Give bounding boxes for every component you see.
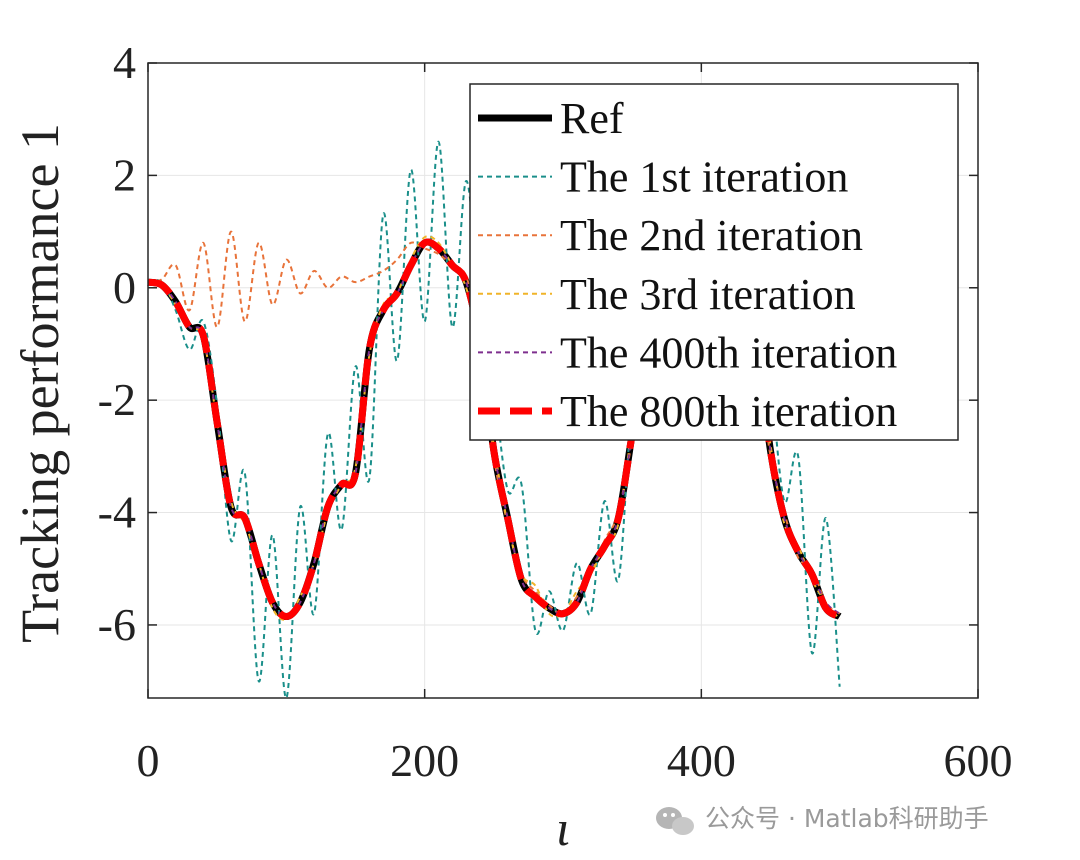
- series-line-the-800th-iteration: [147, 238, 842, 621]
- legend-box: [469, 83, 959, 441]
- legend: Ref The 1st iteration The 2nd iteration The…: [469, 83, 959, 441]
- x-tick-label: 400: [667, 735, 736, 786]
- y-tick-label: 2: [113, 149, 136, 200]
- y-tick-label: 0: [113, 262, 136, 313]
- x-axis-label: ι: [556, 800, 570, 856]
- y-tick-label: -6: [98, 599, 136, 650]
- watermark-text: 公众号 · Matlab科研助手: [705, 804, 989, 833]
- watermark: 公众号 · Matlab科研助手: [656, 804, 989, 835]
- y-axis-ticks: 4 2 0 -2 -4 -6: [98, 37, 978, 650]
- y-axis-label: Tracking performance 1: [10, 123, 70, 643]
- x-tick-label: 200: [390, 735, 459, 786]
- legend-label-the-3rd-iteration: The 3rd iteration: [560, 270, 856, 319]
- x-tick-label: 600: [944, 735, 1013, 786]
- legend-label-the-2nd-iteration: The 2nd iteration: [560, 211, 863, 260]
- legend-label-the-800th-iteration: The 800th iteration: [560, 387, 897, 436]
- x-axis-ticks: 0 200 400 600: [137, 63, 1013, 786]
- y-tick-label: 4: [113, 37, 136, 88]
- legend-label-the-1st-iteration: The 1st iteration: [560, 153, 848, 202]
- plot-frame: [147, 62, 979, 699]
- legend-label-ref: Ref: [560, 94, 624, 143]
- y-tick-label: -4: [98, 487, 136, 538]
- y-tick-label: -2: [98, 374, 136, 425]
- legend-label-the-400th-iteration: The 400th iteration: [560, 328, 897, 377]
- wechat-icon: [656, 807, 694, 835]
- x-tick-label: 0: [137, 735, 160, 786]
